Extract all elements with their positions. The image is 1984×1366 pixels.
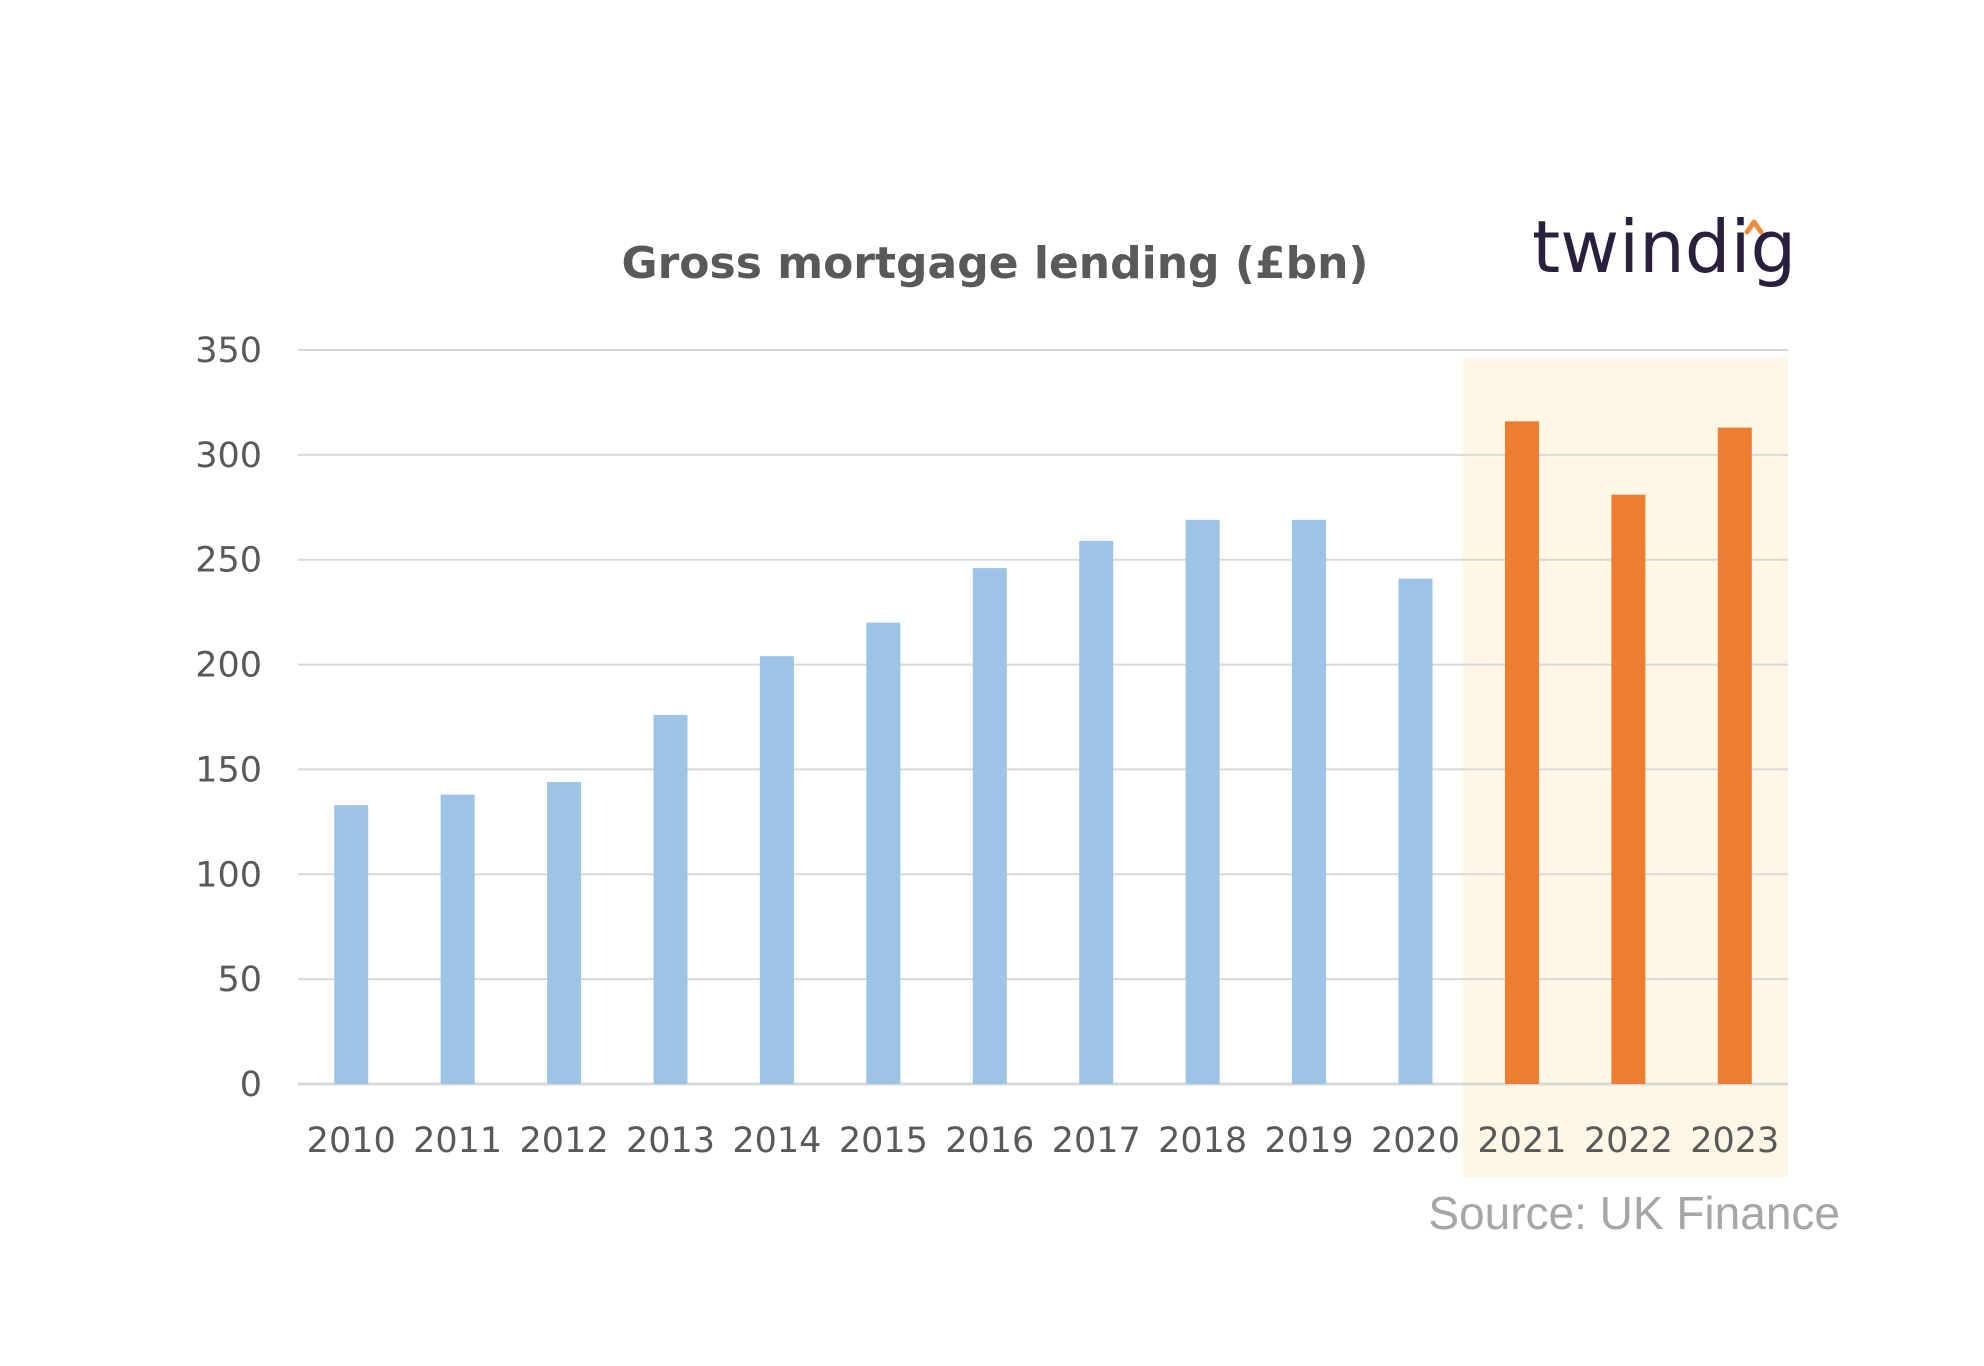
x-tick-label: 2021 bbox=[1477, 1121, 1566, 1161]
bar-2017 bbox=[1079, 540, 1114, 1084]
y-tick-label: 250 bbox=[195, 541, 262, 581]
bar-2019 bbox=[1292, 519, 1327, 1084]
x-tick-label: 2011 bbox=[413, 1121, 502, 1161]
x-tick-label: 2022 bbox=[1584, 1121, 1673, 1161]
y-tick-label: 350 bbox=[195, 331, 262, 371]
brand-name: twindig bbox=[1532, 205, 1796, 289]
x-tick-label: 2014 bbox=[732, 1121, 821, 1161]
x-tick-label: 2017 bbox=[1052, 1121, 1141, 1161]
y-tick-label: 200 bbox=[195, 646, 262, 686]
y-axis-tick-labels: 0 50 100 150 200 250 300 350 bbox=[195, 331, 262, 1105]
x-tick-label: 2013 bbox=[626, 1121, 715, 1161]
bar-2021 bbox=[1504, 421, 1539, 1084]
bar-2014 bbox=[759, 656, 794, 1084]
bar-2011 bbox=[440, 794, 475, 1084]
y-tick-label: 50 bbox=[217, 960, 262, 1000]
chart-title: Gross mortgage lending (£bn) bbox=[621, 238, 1368, 289]
source-note: Source: UK Finance bbox=[1428, 1187, 1840, 1239]
x-tick-label: 2018 bbox=[1158, 1121, 1247, 1161]
x-tick-label: 2019 bbox=[1265, 1121, 1354, 1161]
bar-2013 bbox=[653, 714, 688, 1084]
y-tick-label: 300 bbox=[195, 436, 262, 476]
bars bbox=[334, 421, 1752, 1084]
x-tick-label: 2016 bbox=[945, 1121, 1034, 1161]
bar-2015 bbox=[866, 622, 901, 1084]
roof-caret-icon bbox=[1744, 219, 1764, 235]
bar-2010 bbox=[334, 805, 369, 1084]
bar-2023 bbox=[1717, 427, 1752, 1084]
bar-2016 bbox=[972, 568, 1007, 1084]
y-tick-label: 0 bbox=[240, 1065, 262, 1105]
x-tick-label: 2023 bbox=[1690, 1121, 1779, 1161]
x-tick-label: 2020 bbox=[1371, 1121, 1460, 1161]
brand-logo: twindig bbox=[1532, 205, 1796, 289]
x-tick-label: 2012 bbox=[520, 1121, 609, 1161]
y-tick-label: 150 bbox=[195, 750, 262, 790]
y-tick-label: 100 bbox=[195, 855, 262, 895]
gridlines bbox=[298, 349, 1788, 1086]
bar-2018 bbox=[1185, 519, 1220, 1084]
x-tick-label: 2015 bbox=[839, 1121, 928, 1161]
bar-2012 bbox=[547, 782, 582, 1084]
bar-2022 bbox=[1611, 494, 1646, 1084]
x-tick-label: 2010 bbox=[307, 1121, 396, 1161]
bar-2020 bbox=[1398, 578, 1433, 1084]
x-axis-tick-labels: 2010 2011 2012 2013 2014 2015 2016 2017 2018 2019… bbox=[307, 1121, 1780, 1161]
